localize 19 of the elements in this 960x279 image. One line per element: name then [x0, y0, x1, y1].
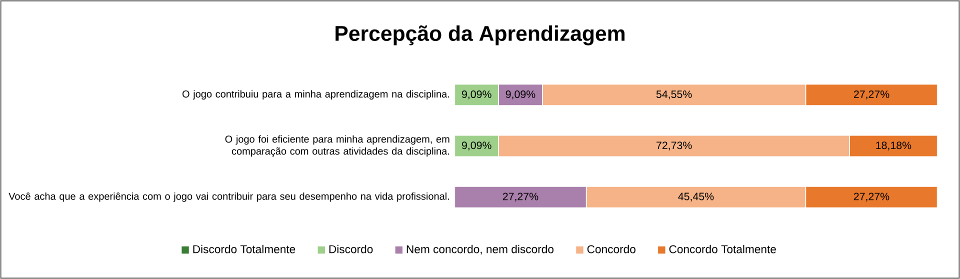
- data-label: 9,09%: [506, 90, 536, 100]
- legend-label: Concordo Totalmente: [669, 244, 776, 254]
- chart-title: Percepção da Aprendizagem: [336, 25, 624, 46]
- y-tick-label: O jogo contribuiu para a minha aprendizagem na disciplina.: [182, 90, 449, 100]
- data-label: 9,09%: [462, 142, 492, 150]
- legend-label: Nem concordo, nem discordo: [406, 244, 554, 255]
- data-label: 72,73%: [656, 142, 692, 150]
- legend-label: Discordo: [329, 244, 373, 254]
- data-label: 9,09%: [462, 90, 492, 100]
- data-label: 45,45%: [678, 192, 714, 202]
- data-label: 54,55%: [656, 90, 692, 100]
- data-label: 18,18%: [876, 142, 912, 150]
- y-tick-label: O jogo foi eficiente para minha aprendizagem, em comparação com outras atividades da disciplina.: [225, 135, 450, 157]
- data-label: 27,27%: [502, 192, 538, 202]
- y-tick-label: Você acha que a experiência com o jogo vai contribuir para seu desempenho na vida profissional.: [8, 192, 449, 202]
- legend-label: Discordo Totalmente: [193, 244, 296, 254]
- legend-label: Concordo: [587, 244, 636, 254]
- data-label: 27,27%: [854, 90, 890, 100]
- data-label: 27,27%: [854, 192, 890, 202]
